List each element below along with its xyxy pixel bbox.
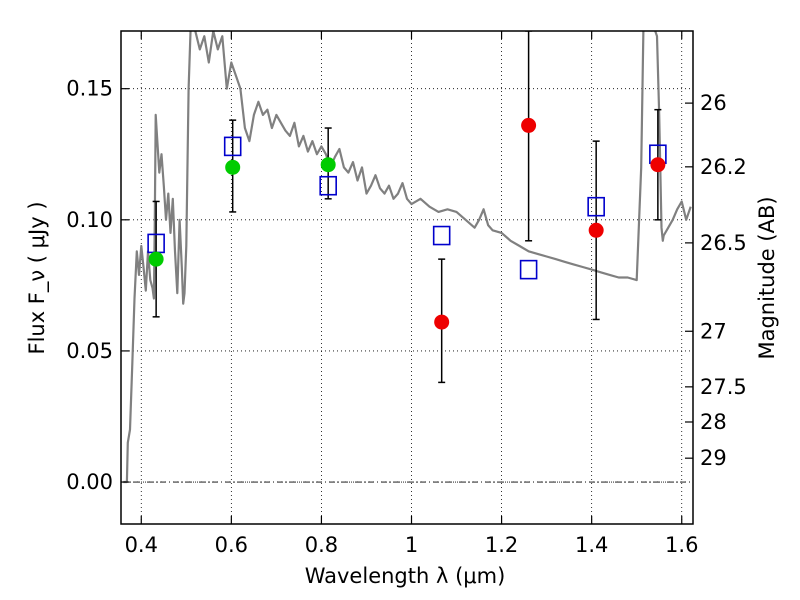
- model-photometry-square: [587, 196, 605, 217]
- plot-frame: [120, 30, 694, 525]
- model-photometry-square: [319, 175, 337, 196]
- y-axis-title-text: Flux F_ν ( μJy ): [25, 201, 50, 354]
- x-tick-label: 0.8: [305, 533, 338, 557]
- green-data-point: [225, 159, 241, 175]
- y-tick-label: 0.15: [66, 77, 113, 101]
- right-tick-label: 29: [700, 446, 727, 470]
- x-tick-label: 1.2: [485, 533, 518, 557]
- y-tick-label: 0.05: [66, 339, 113, 363]
- red-data-point: [521, 117, 537, 133]
- right-tick-label: 27: [700, 319, 727, 343]
- x-axis-title: Wavelength λ (μm): [305, 564, 506, 588]
- x-tick-label: 1: [405, 533, 418, 557]
- red-data-point: [434, 314, 450, 330]
- green-data-point: [148, 251, 164, 267]
- right-tick-label: 28: [700, 410, 727, 434]
- model-photometry-square: [519, 259, 538, 280]
- error-bars: [152, 31, 662, 384]
- y-tick-label: 0.00: [66, 470, 113, 494]
- observed-points: [148, 117, 666, 330]
- model-photometry-square: [432, 225, 451, 246]
- green-data-point: [320, 157, 336, 173]
- y-tick-label: 0.10: [66, 208, 113, 232]
- model-photometry-squares: [147, 136, 667, 280]
- red-data-point: [650, 157, 666, 173]
- x-tick-label: 0.4: [125, 533, 158, 557]
- right-tick-label: 27.5: [700, 375, 747, 399]
- red-data-point: [588, 222, 604, 238]
- x-axis-title-text: Wavelength λ (μm): [305, 564, 506, 588]
- right-tick-label: 26.2: [700, 155, 747, 179]
- model-spectrum: [123, 31, 692, 484]
- axis-ticks: 0.4 0.6 0.8 1 1.2 1.4 1.6 0.00 0.05 0.10 0.15 26 26.…: [66, 31, 747, 557]
- right-axis-title-text: Magnitude (AB): [755, 196, 779, 359]
- x-tick-label: 1.6: [665, 533, 698, 557]
- model-photometry-square: [223, 136, 242, 157]
- right-tick-label: 26: [700, 91, 727, 115]
- x-tick-label: 1.4: [575, 533, 608, 557]
- model-spectrum-line: [123, 31, 692, 484]
- right-axis-title: Magnitude (AB): [755, 196, 779, 359]
- x-tick-label: 0.6: [215, 533, 248, 557]
- grid-lines: [121, 31, 693, 524]
- right-tick-label: 26.5: [700, 231, 747, 255]
- y-axis-title: Flux F_ν ( μJy ): [25, 201, 50, 354]
